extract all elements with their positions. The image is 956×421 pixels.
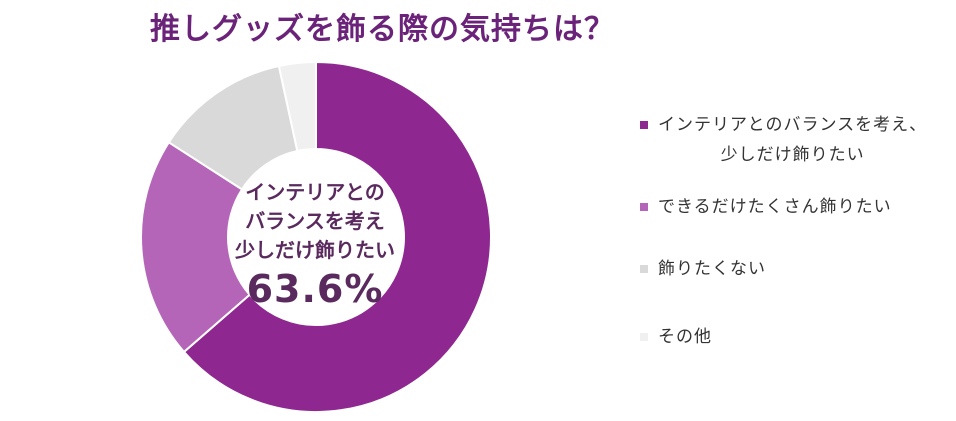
legend-label: できるだけたくさん飾りたい bbox=[658, 197, 892, 217]
legend-label: その他 bbox=[658, 327, 712, 347]
legend-item-many: できるだけたくさん飾りたい bbox=[640, 192, 950, 222]
slice-balance bbox=[182, 60, 492, 413]
legend-swatch bbox=[640, 333, 648, 341]
legend-swatch bbox=[640, 265, 648, 273]
legend-swatch bbox=[640, 203, 648, 211]
legend-label: インテリアとのバランスを考え、 少しだけ飾りたい bbox=[658, 115, 928, 165]
slice-many bbox=[140, 140, 252, 354]
legend-item-other: その他 bbox=[640, 322, 950, 352]
center-value: 63.6% bbox=[246, 267, 384, 311]
center-label: インテリアとの バランスを考え 少しだけ飾りたい bbox=[235, 180, 395, 262]
legend-item-none: 飾りたくない bbox=[640, 254, 950, 284]
legend-label: 飾りたくない bbox=[658, 259, 766, 279]
center-annotation: インテリアとの バランスを考え 少しだけ飾りたい 63.6% bbox=[225, 178, 405, 311]
slice-other bbox=[277, 60, 317, 153]
chart-title: 推しグッズを飾る際の気持ちは？ bbox=[150, 12, 615, 47]
legend-item-balance: インテリアとのバランスを考え、 少しだけ飾りたい bbox=[640, 110, 950, 170]
legend-swatch bbox=[640, 121, 648, 129]
